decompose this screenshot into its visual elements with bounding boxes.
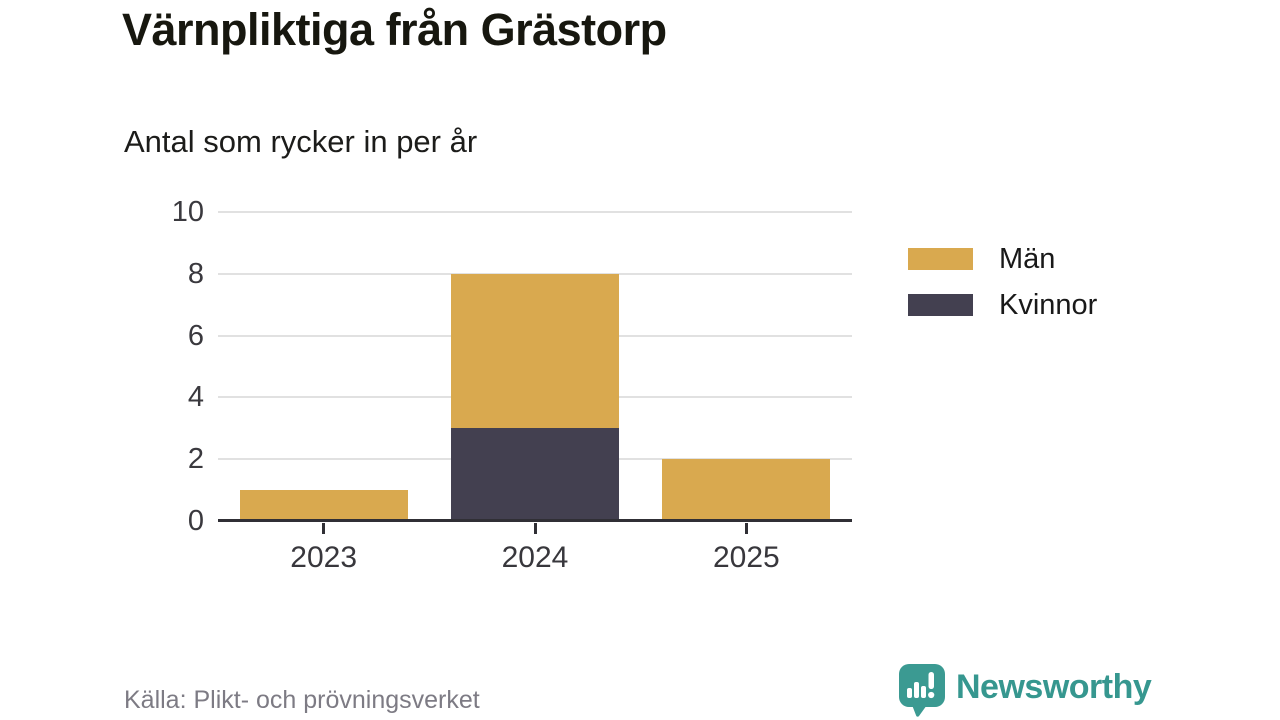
- y-tick-label: 8: [187, 257, 204, 290]
- y-tick-label: 6: [187, 319, 204, 352]
- x-tick-label: 2024: [501, 541, 569, 574]
- plot-area: 0 2 4 6 8 10 2023 2024 2025: [172, 196, 852, 574]
- gridline: [218, 211, 852, 213]
- x-axis-line: [218, 519, 852, 522]
- x-tick-label: 2025: [712, 541, 780, 574]
- bar-segment: [451, 428, 619, 521]
- y-tick-label: 0: [187, 505, 204, 537]
- y-tick-label: 2: [187, 443, 204, 476]
- legend-item: Män: [908, 242, 1097, 275]
- chart-title: Värnpliktiga från Grästorp: [122, 4, 667, 55]
- y-tick-label: 10: [171, 196, 204, 228]
- x-tick: [533, 523, 537, 534]
- x-tick-label: 2023: [290, 541, 358, 574]
- legend-swatch: [908, 294, 973, 316]
- bar-segment: [239, 490, 408, 521]
- x-tick: [322, 523, 326, 534]
- legend-item: Kvinnor: [908, 288, 1098, 321]
- y-tick-label: 4: [187, 381, 204, 414]
- legend: Män Kvinnor: [908, 242, 1098, 321]
- x-tick: [744, 523, 748, 534]
- newsworthy-wordmark: Newsworthy: [956, 667, 1152, 706]
- gridline: [218, 272, 852, 275]
- legend-swatch: [908, 248, 973, 270]
- bar-segment: [451, 273, 619, 429]
- legend-label: Män: [999, 242, 1056, 275]
- source-note: Källa: Plikt- och prövningsverket: [124, 686, 480, 714]
- newsworthy-speech-bubble-chart-icon: [899, 664, 945, 717]
- legend-label: Kvinnor: [999, 288, 1098, 321]
- chart-subtitle: Antal som rycker in per år: [124, 124, 478, 159]
- newsworthy-logo: Newsworthy: [898, 663, 1152, 717]
- bar-segment: [662, 459, 831, 521]
